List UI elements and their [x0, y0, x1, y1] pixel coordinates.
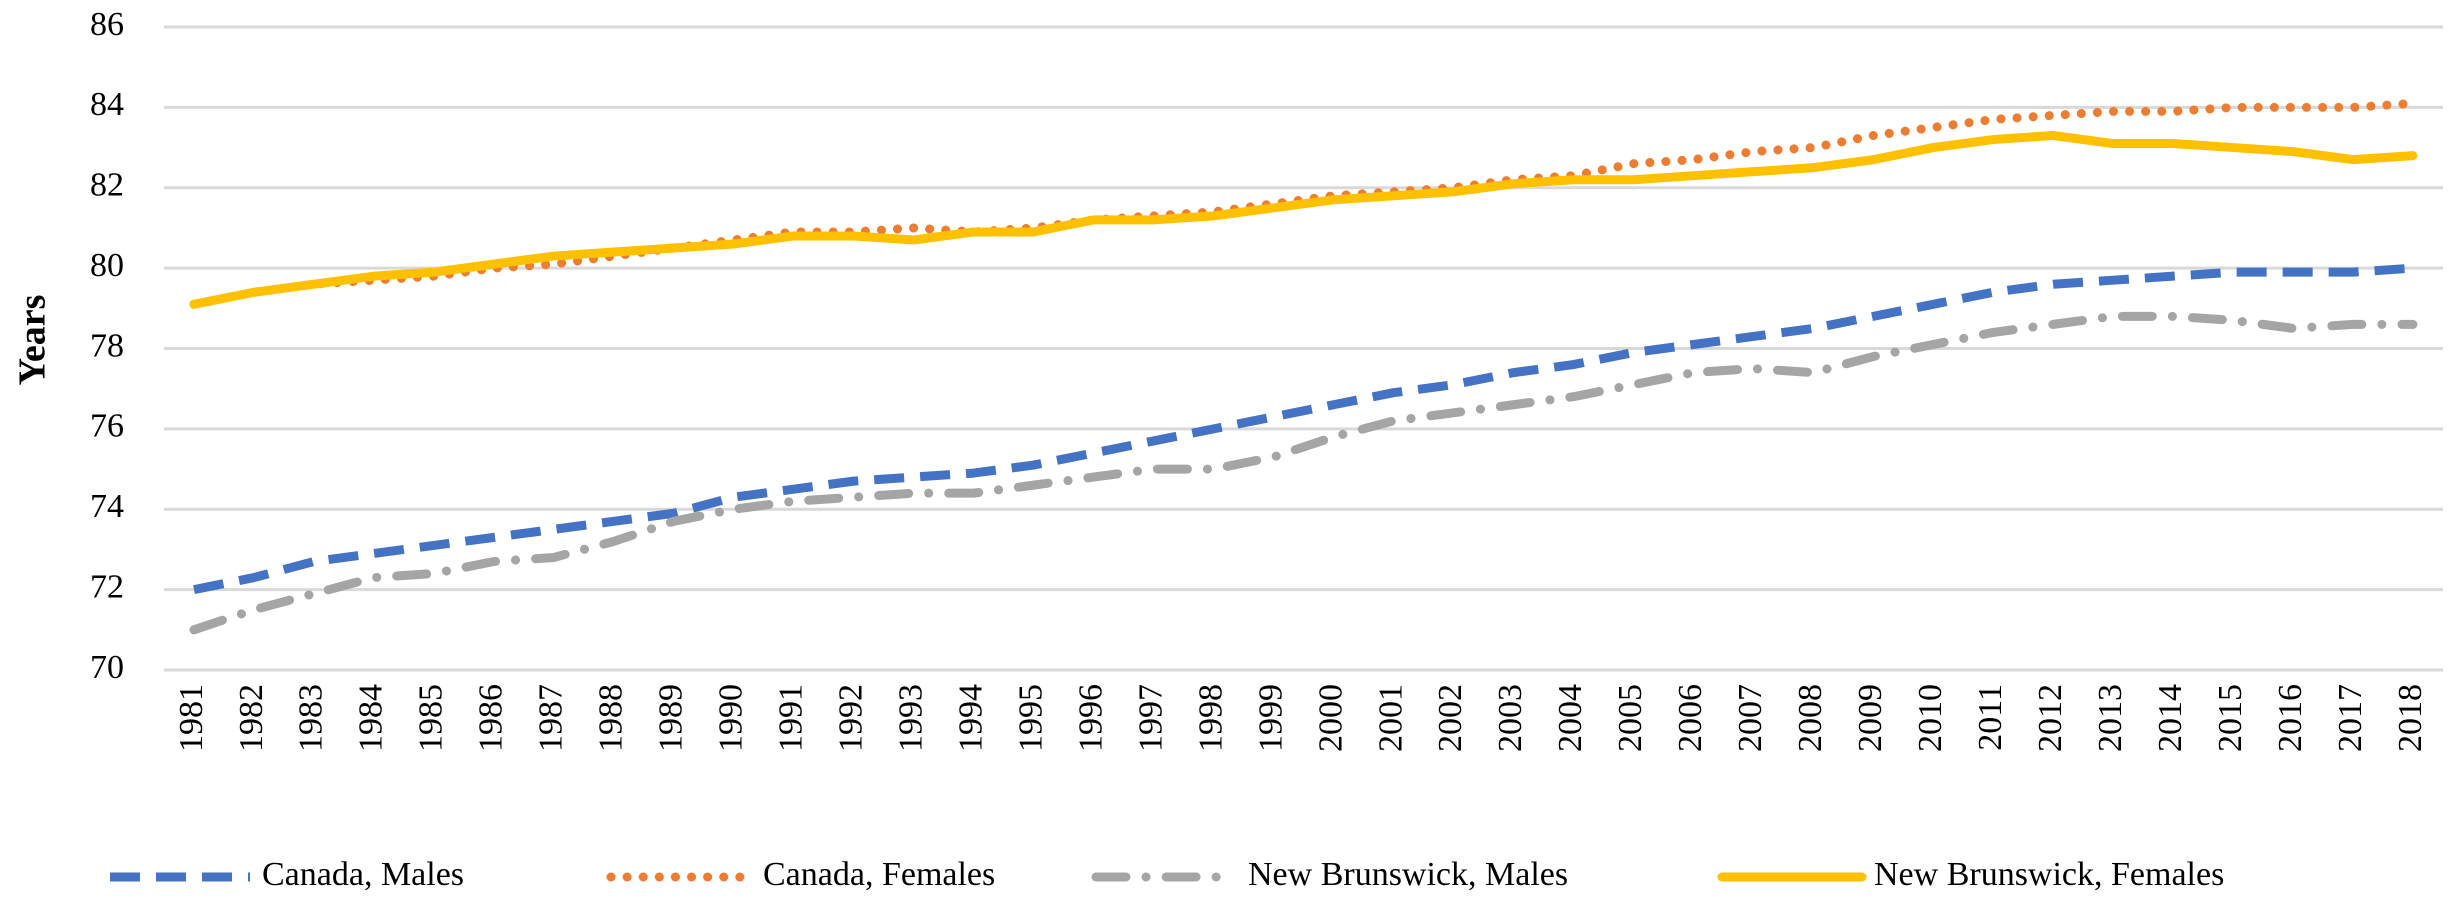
x-tick-label: 1983: [293, 684, 330, 752]
x-tick-label: 2011: [1972, 684, 2009, 751]
x-tick-label: 1993: [892, 684, 929, 752]
x-tick-label: 1992: [832, 684, 869, 752]
x-tick-label: 2006: [1672, 684, 1709, 752]
y-tick-label: 72: [90, 568, 124, 605]
series-line: [193, 263, 2414, 595]
x-tick-label: 1990: [713, 684, 750, 752]
legend-label: New Brunswick, Males: [1248, 856, 1568, 893]
y-tick-label: 70: [90, 649, 124, 686]
x-tick-label: 1997: [1132, 684, 1169, 752]
x-tick-label: 1982: [233, 684, 270, 752]
x-tick-label: 1995: [1012, 684, 1049, 752]
x-tick-label: 2014: [2152, 684, 2189, 752]
x-tick-label: 2003: [1492, 684, 1529, 752]
x-tick-label: 2015: [2212, 684, 2249, 752]
x-tick-label: 1989: [653, 684, 690, 752]
x-tick-label: 2000: [1312, 684, 1349, 752]
x-tick-label: 2013: [2092, 684, 2129, 752]
x-tick-label: 2016: [2272, 684, 2309, 752]
x-tick-label: 1986: [473, 684, 510, 752]
y-tick-label: 78: [90, 327, 124, 364]
x-tick-label: 2001: [1372, 684, 1409, 752]
series-line: [189, 98, 2418, 309]
x-tick-label: 1984: [353, 684, 390, 752]
x-tick-label: 1987: [533, 684, 570, 752]
x-tick-label: 2008: [1792, 684, 1829, 752]
x-tick-label: 2004: [1552, 684, 1589, 752]
series-line: [189, 131, 2418, 309]
x-tick-label: 2009: [1852, 684, 1889, 752]
y-axis-title: Years: [12, 295, 54, 386]
y-tick-label: 74: [90, 488, 124, 525]
y-tick-label: 80: [90, 247, 124, 284]
y-tick-label: 76: [90, 408, 124, 445]
x-tick-label: 1996: [1072, 684, 1109, 752]
x-tick-label: 2002: [1432, 684, 1469, 752]
legend-label: Canada, Males: [262, 856, 464, 893]
series-line: [189, 311, 2418, 635]
legend-label: New Brunswick, Females: [1874, 856, 2224, 893]
x-tick-label: 1988: [593, 684, 630, 752]
x-tick-label: 2007: [1732, 684, 1769, 752]
x-tick-label: 2005: [1612, 684, 1649, 752]
x-tick-label: 2010: [1912, 684, 1949, 752]
x-tick-label: 1998: [1192, 684, 1229, 752]
x-tick-label: 2018: [2392, 684, 2429, 752]
legend-label: Canada, Females: [763, 856, 995, 893]
x-tick-label: 1985: [413, 684, 450, 752]
x-tick-label: 1981: [173, 684, 210, 752]
x-tick-label: 2012: [2032, 684, 2069, 752]
x-tick-label: 1994: [952, 684, 989, 752]
y-tick-label: 82: [90, 167, 124, 204]
x-tick-label: 2017: [2332, 684, 2369, 752]
y-tick-label: 84: [90, 86, 124, 123]
x-tick-label: 1999: [1252, 684, 1289, 752]
x-tick-label: 1991: [773, 684, 810, 752]
y-tick-label: 86: [90, 6, 124, 43]
